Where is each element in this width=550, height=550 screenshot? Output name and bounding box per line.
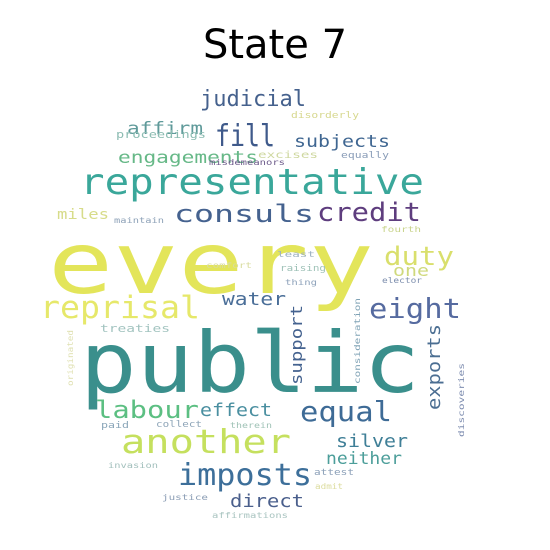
page-title: State 7 (202, 22, 348, 68)
word-one: one (393, 261, 429, 280)
word-equal: equal (300, 395, 392, 428)
word-credit: credit (317, 198, 421, 228)
word-imposts: imposts (178, 458, 312, 493)
word-therein: therein (230, 421, 272, 430)
word-equally: equally (341, 151, 390, 161)
word-neither: neither (326, 449, 402, 469)
word-direct: direct (230, 491, 304, 512)
word-subjects: subjects (294, 132, 390, 152)
word-least: least (277, 250, 315, 259)
word-silver: silver (336, 431, 408, 452)
word-treaties: treaties (100, 322, 170, 335)
word-invasion: invasion (108, 461, 158, 470)
word-raising: raising (280, 264, 326, 274)
word-eight: eight (369, 292, 461, 325)
word-every: every (48, 214, 374, 314)
word-fill: fill (215, 119, 275, 154)
word-originated: originated (66, 330, 75, 386)
word-duty: duty (384, 242, 454, 272)
word-affirm: affirm (127, 119, 203, 139)
word-proceedings: proceedings (116, 128, 206, 141)
word-support: support (287, 305, 306, 385)
word-thing: thing (285, 278, 317, 287)
word-consuls: consuls (174, 200, 314, 228)
word-public: public (80, 314, 420, 412)
word-another: another (121, 422, 291, 461)
word-affirmations: affirmations (212, 511, 288, 520)
word-maintain: maintain (114, 216, 164, 225)
word-justice: justice (162, 493, 208, 502)
word-engagements: engagements (118, 148, 258, 168)
word-elector: elector (382, 276, 422, 285)
word-consideration: consideration (353, 298, 362, 384)
word-labour: labour (95, 396, 199, 424)
word-effect: effect (200, 400, 272, 421)
word-collect: collect (156, 420, 202, 430)
word-disorderly: disorderly (291, 111, 360, 121)
word-misdemeanors: misdemeanors (209, 158, 285, 167)
word-fourth: fourth (381, 225, 421, 234)
word-water: water (222, 289, 286, 310)
word-discoveries: discoveries (457, 363, 466, 437)
word-miles: miles (57, 207, 109, 223)
word-paid: paid (101, 421, 129, 431)
word-representative: representative (80, 162, 424, 203)
word-attest: attest (314, 468, 354, 478)
word-exports: exports (424, 324, 445, 410)
word-excises: excises (258, 150, 318, 161)
word-reprisal: reprisal (40, 290, 200, 326)
word-admit: admit (315, 482, 343, 491)
word-judicial: judicial (200, 87, 306, 112)
word-comfort: comfort (206, 261, 252, 270)
